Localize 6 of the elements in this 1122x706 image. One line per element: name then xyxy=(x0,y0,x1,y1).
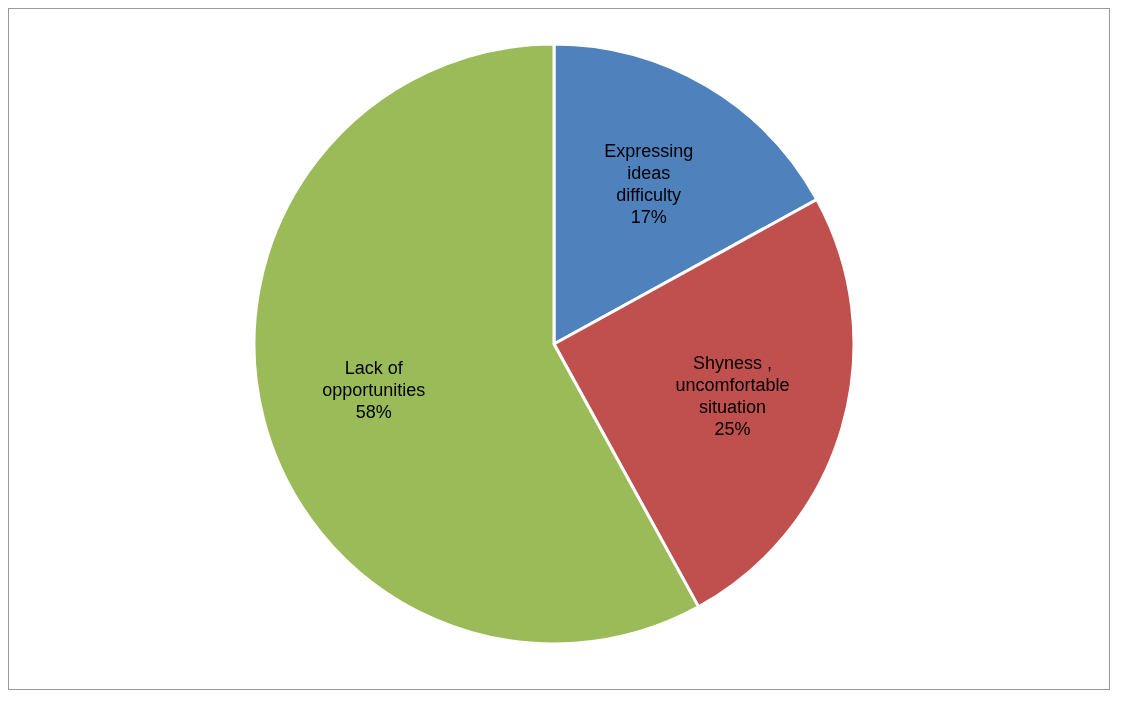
slice-label: Shyness , uncomfortable situation xyxy=(675,352,790,417)
slice-label: Expressing ideas difficulty xyxy=(604,140,694,205)
data-label: 25% xyxy=(714,418,751,439)
slice-label: Lack of opportunities xyxy=(322,358,426,401)
data-label: 17% xyxy=(630,206,667,227)
data-label: 58% xyxy=(355,402,392,423)
